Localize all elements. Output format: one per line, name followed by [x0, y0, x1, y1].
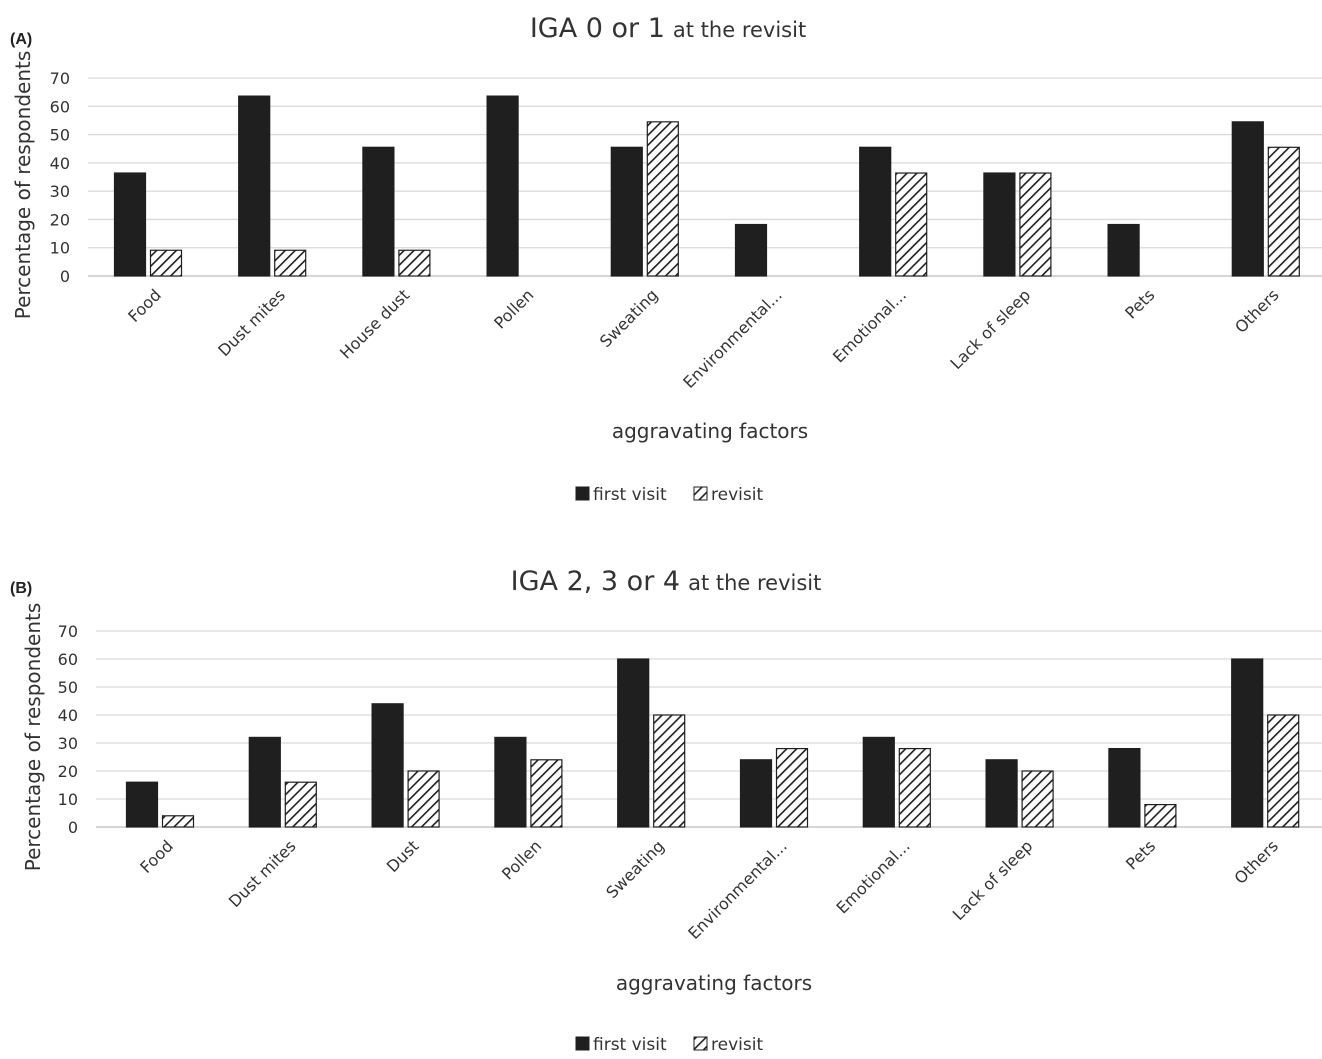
x-category-label: Food — [124, 285, 165, 326]
y-tick-label: 60 — [50, 97, 70, 116]
y-tick-label: 30 — [58, 734, 78, 753]
bar-revisit — [530, 759, 563, 828]
legend-swatch-first-visit — [575, 1036, 590, 1051]
x-category-label: Pollen — [498, 836, 545, 883]
chart-title: IGA 0 or 1 at the revisit — [530, 13, 806, 44]
x-category-label: Dust mites — [214, 285, 289, 360]
bar-first-visit — [610, 146, 643, 277]
x-category-label: Environmental... — [679, 285, 786, 392]
y-tick-label: 0 — [68, 818, 78, 837]
y-tick-label: 50 — [50, 126, 70, 145]
y-tick-label: 50 — [58, 678, 78, 697]
x-category-label: Food — [136, 836, 177, 877]
bar-revisit — [149, 249, 183, 277]
bar-revisit — [1019, 172, 1052, 277]
bar-revisit — [407, 770, 440, 828]
bar-first-visit — [1108, 747, 1141, 828]
x-category-label: Others — [1231, 285, 1282, 336]
bar-first-visit — [125, 781, 159, 828]
x-category-label: Pollen — [490, 285, 537, 332]
bar-first-visit — [859, 146, 892, 277]
bar-revisit — [1021, 770, 1054, 828]
panel-label: (B) — [10, 580, 32, 597]
legend: first visit revisit — [575, 1035, 763, 1055]
bar-first-visit — [486, 95, 519, 277]
x-category-label: Pets — [1121, 285, 1158, 322]
y-tick-label: 20 — [58, 762, 78, 781]
legend-label-revisit: revisit — [711, 485, 763, 505]
y-tick-label: 0 — [60, 267, 70, 286]
bar-first-visit — [739, 759, 773, 828]
y-tick-label: 70 — [58, 622, 78, 641]
bar-revisit — [398, 249, 431, 277]
bar-revisit — [274, 249, 307, 277]
x-category-label: Lack of sleep — [947, 285, 1035, 373]
bar-revisit — [161, 815, 195, 828]
bar-revisit — [898, 747, 931, 828]
bar-first-visit — [238, 95, 271, 277]
bar-first-visit — [371, 703, 404, 828]
chart-panel-a: (A) IGA 0 or 1 at the revisit 0 10 20 30 40 50 60… — [10, 13, 1322, 505]
bar-first-visit — [983, 172, 1016, 277]
x-axis-title: aggravating factors — [616, 971, 812, 995]
bar-revisit — [653, 714, 686, 828]
y-tick-label: 10 — [58, 790, 78, 809]
chart-title-main: IGA 0 or 1 — [530, 13, 665, 44]
legend-swatch-first-visit — [575, 486, 590, 501]
x-category-label: Environmental... — [684, 836, 791, 943]
x-category-label: Sweating — [596, 285, 662, 351]
bar-revisit — [775, 747, 809, 828]
bar-first-visit — [362, 146, 395, 277]
legend: first visit revisit — [575, 485, 763, 505]
bar-first-visit — [734, 223, 768, 277]
x-axis-title: aggravating factors — [612, 419, 808, 443]
legend-label-revisit: revisit — [711, 1035, 763, 1055]
x-category-label: Dust — [383, 836, 423, 876]
y-tick-label: 40 — [58, 706, 78, 725]
panel-label: (A) — [10, 31, 32, 48]
bar-first-visit — [985, 759, 1018, 828]
chart-title: IGA 2, 3 or 4 at the revisit — [511, 566, 822, 597]
bar-first-visit — [1231, 658, 1264, 828]
x-category-label: House dust — [336, 285, 413, 362]
legend-swatch-revisit — [693, 1036, 708, 1051]
legend-swatch-revisit — [693, 486, 708, 501]
x-category-label: Emotional... — [829, 285, 910, 366]
y-axis-title: Percentage of respondents — [21, 603, 45, 872]
chart-title-main: IGA 2, 3 or 4 — [511, 566, 680, 597]
x-category-label: Dust mites — [225, 836, 300, 911]
y-axis-title: Percentage of respondents — [11, 51, 35, 320]
x-category-label: Lack of sleep — [949, 836, 1037, 924]
bar-revisit — [646, 121, 679, 277]
bar-revisit — [284, 781, 317, 828]
bar-first-visit — [248, 736, 281, 828]
chart-title-suffix: at the revisit — [688, 571, 821, 595]
bar-revisit — [1144, 803, 1177, 828]
x-category-label: Others — [1231, 836, 1282, 887]
legend-label-first-visit: first visit — [593, 485, 667, 505]
y-tick-label: 40 — [50, 154, 70, 173]
bar-first-visit — [1107, 223, 1140, 277]
y-tick-label: 30 — [50, 182, 70, 201]
bar-first-visit — [1231, 121, 1264, 277]
bar-first-visit — [862, 736, 895, 828]
y-tick-label: 60 — [58, 650, 78, 669]
x-category-label: Sweating — [602, 836, 668, 902]
y-tick-label: 10 — [50, 239, 70, 258]
bar-revisit — [1267, 714, 1300, 828]
bar-first-visit — [494, 736, 527, 828]
bar-revisit — [895, 172, 928, 277]
chart-title-suffix: at the revisit — [673, 18, 806, 42]
x-category-label: Pets — [1122, 836, 1159, 873]
chart-panel-b: (B) IGA 2, 3 or 4 at the revisit 0 10 20 30 40 5… — [10, 566, 1322, 1055]
bar-first-visit — [617, 658, 650, 828]
legend-label-first-visit: first visit — [593, 1035, 667, 1055]
y-tick-label: 70 — [50, 69, 70, 88]
bar-revisit — [1267, 146, 1300, 277]
x-category-label: Emotional... — [833, 836, 914, 917]
bar-first-visit — [113, 172, 147, 277]
y-tick-label: 20 — [50, 210, 70, 229]
